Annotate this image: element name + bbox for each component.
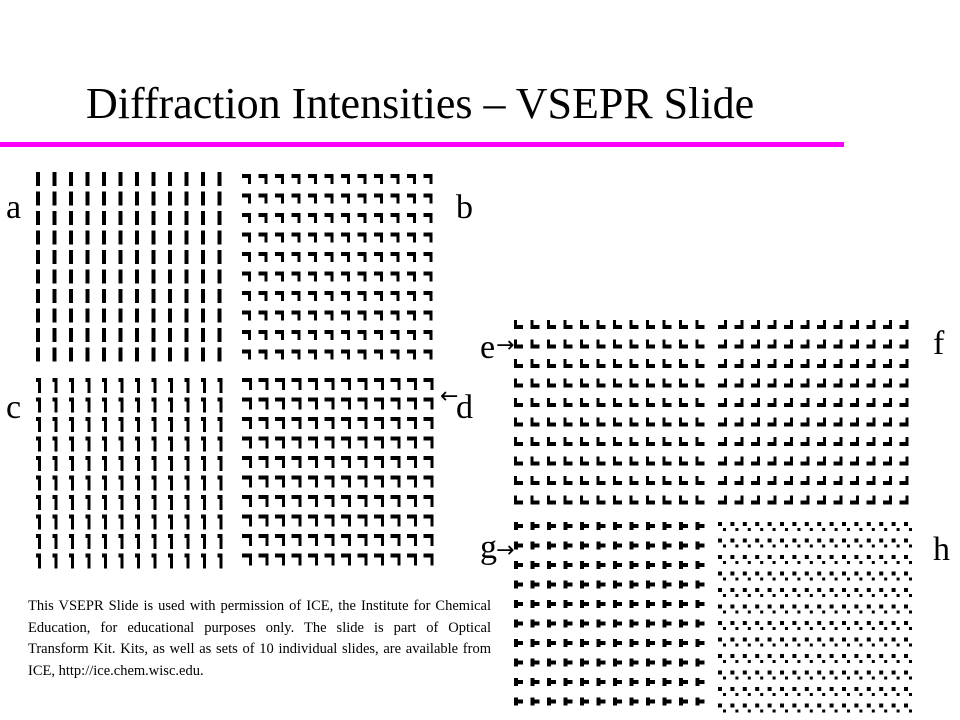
pattern-panel-g [514,522,705,706]
label-g: g [480,529,497,566]
pattern-panel-h [718,522,912,713]
pattern-panel-a [36,172,222,362]
label-b: b [456,189,473,226]
label-f: f [933,325,945,362]
pattern-panel-f [718,320,909,505]
label-a: a [6,189,22,226]
arrow-left-icon: ← [440,384,459,409]
arrow-right-icon: → [496,538,515,563]
label-h: h [933,531,950,568]
pattern-panel-d [242,378,434,566]
pattern-panel-c [36,378,223,569]
label-c: c [6,389,22,426]
label-d: d [456,389,473,426]
title-underline [0,142,844,147]
pattern-panel-e [514,320,705,505]
arrow-right-icon: → [496,333,515,358]
slide-title: Diffraction Intensities – VSEPR Slide [86,79,755,128]
label-e: e [480,329,496,366]
pattern-panel-b [242,174,433,360]
credit-text: This VSEPR Slide is used with permission… [28,598,491,679]
